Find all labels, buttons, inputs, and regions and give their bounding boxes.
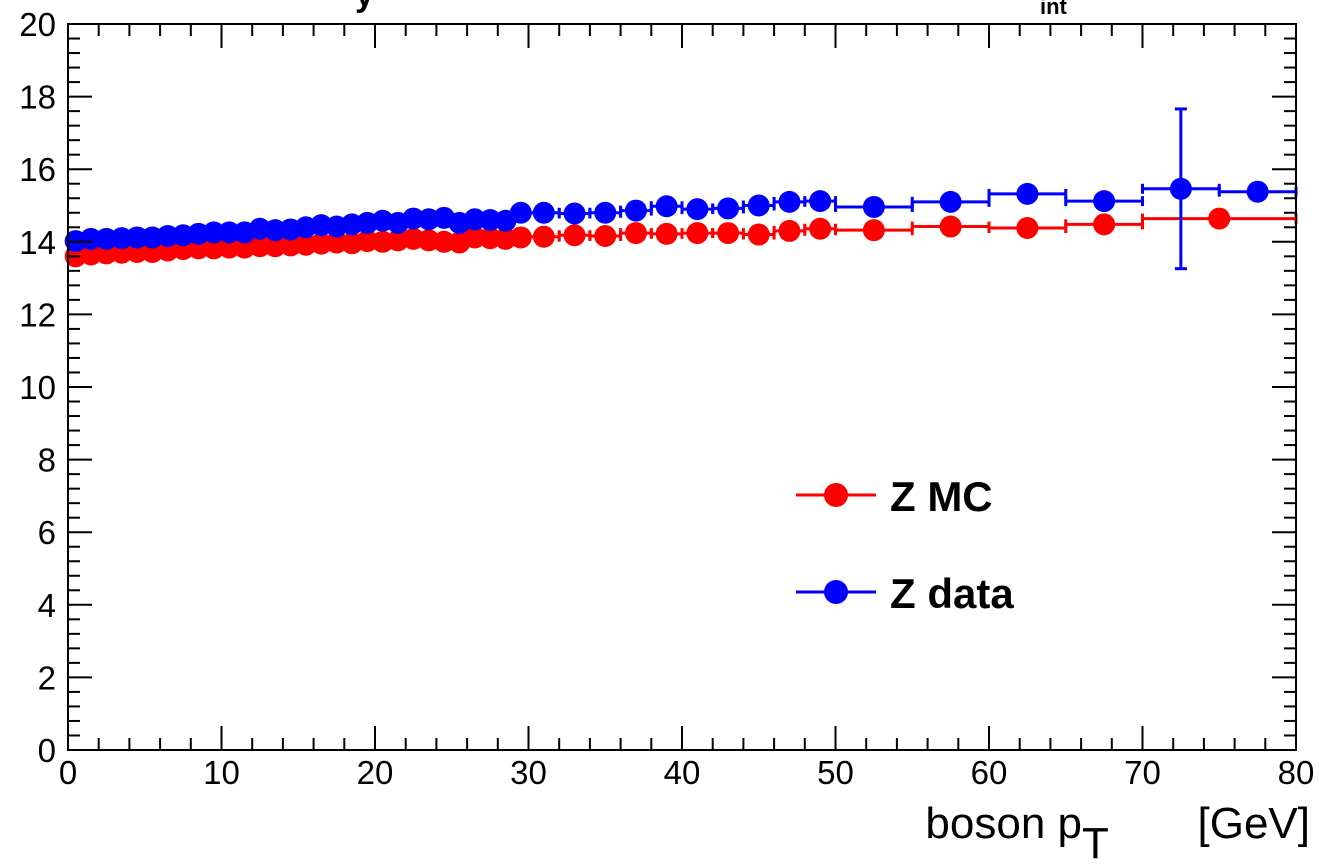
data-point — [624, 199, 647, 222]
plot-frame — [67, 23, 1297, 751]
data-point — [1016, 182, 1039, 205]
y-tick-label: 14 — [19, 224, 56, 261]
data-point — [532, 201, 555, 224]
legend-marker-z-mc — [824, 483, 848, 507]
data-point — [202, 221, 225, 244]
series-z-mc — [64, 207, 1298, 268]
legend-label-z-mc: Z MC — [890, 473, 993, 520]
data-point — [126, 226, 149, 249]
data-point — [1093, 213, 1116, 236]
data-point — [717, 222, 740, 245]
legend: Z MC Z data — [796, 473, 1014, 617]
data-point — [686, 198, 709, 221]
y-tick-label: 20 — [19, 6, 56, 43]
x-axis-label: boson p — [925, 799, 1082, 848]
data-point — [686, 222, 709, 245]
y-tick-label: 2 — [38, 659, 56, 696]
plot-area — [64, 107, 1298, 271]
axes: 0 10 20 30 40 50 60 70 80 0 2 4 6 8 10 12 14 16 18 20 — [19, 6, 1314, 791]
x-tick-label: 50 — [817, 754, 854, 791]
data-point — [594, 201, 617, 224]
data-point — [563, 202, 586, 225]
x-tick-label: 70 — [1124, 754, 1161, 791]
title-fragment: y — [355, 0, 374, 14]
x-tick-label: 80 — [1278, 754, 1315, 791]
data-point — [655, 222, 678, 245]
y-tick-label: 18 — [19, 79, 56, 116]
y-tick-label: 6 — [38, 514, 56, 551]
x-axis-label-unit: [GeV] — [1198, 799, 1311, 848]
data-point — [218, 221, 241, 244]
data-point — [509, 226, 532, 249]
x-tick-label: 60 — [971, 754, 1008, 791]
y-tick-label: 10 — [19, 369, 56, 406]
y-tick-label: 8 — [38, 442, 56, 479]
y-tick-label: 4 — [38, 587, 56, 624]
x-tick-label: 20 — [357, 754, 394, 791]
data-point — [218, 236, 241, 259]
x-tick-label: 40 — [664, 754, 701, 791]
data-point — [717, 197, 740, 220]
y-tick-label: 16 — [19, 151, 56, 188]
data-point — [862, 219, 885, 242]
data-point — [1208, 207, 1231, 230]
series-z-data — [64, 107, 1298, 271]
y-tick-label: 0 — [38, 732, 56, 769]
data-point — [80, 227, 103, 250]
data-point — [939, 215, 962, 238]
legend-label-z-data: Z data — [890, 570, 1014, 617]
data-point — [1093, 190, 1116, 213]
data-point — [594, 224, 617, 247]
x-axis-label-subscript: T — [1082, 819, 1109, 864]
data-point — [655, 195, 678, 218]
data-point — [1016, 217, 1039, 240]
data-point — [809, 217, 832, 240]
data-point — [809, 190, 832, 213]
data-point — [563, 224, 586, 247]
x-tick-label: 10 — [203, 754, 240, 791]
data-point — [532, 225, 555, 248]
data-point — [624, 222, 647, 245]
data-point — [939, 190, 962, 213]
x-tick-label: 30 — [510, 754, 547, 791]
data-point — [248, 235, 271, 258]
y-tick-label: 12 — [19, 296, 56, 333]
data-point — [778, 219, 801, 242]
title-subscript-fragment: int — [1040, 0, 1068, 19]
data-point — [862, 195, 885, 218]
data-point — [778, 190, 801, 213]
data-point — [747, 194, 770, 217]
data-point — [1169, 177, 1192, 200]
x-tick-label: 0 — [59, 754, 77, 791]
legend-marker-z-data — [824, 580, 848, 604]
data-point — [747, 223, 770, 246]
data-point — [1246, 180, 1269, 203]
data-point — [509, 201, 532, 224]
